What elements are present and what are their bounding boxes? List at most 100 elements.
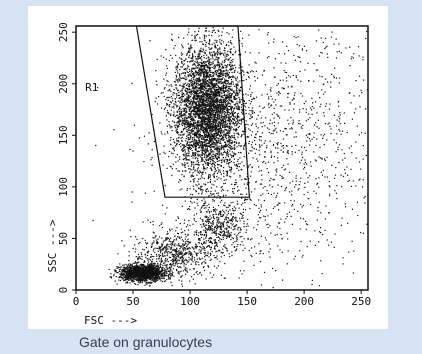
data-point: [175, 130, 177, 132]
data-point: [230, 59, 232, 62]
data-point: [145, 281, 148, 283]
data-point: [187, 162, 189, 165]
data-point: [240, 152, 242, 154]
data-point: [187, 72, 189, 74]
data-point: [187, 105, 189, 107]
data-point: [176, 94, 178, 96]
data-point: [226, 155, 228, 157]
data-point: [160, 274, 162, 276]
data-point: [223, 137, 225, 139]
data-point: [196, 174, 198, 176]
data-point: [217, 169, 219, 171]
data-point: [190, 112, 192, 114]
data-point: [242, 37, 244, 39]
data-point: [166, 67, 168, 69]
data-point: [230, 108, 232, 110]
data-point: [192, 86, 194, 88]
data-point: [202, 136, 204, 138]
data-point: [248, 165, 250, 167]
data-point: [221, 88, 223, 90]
data-point: [199, 129, 201, 131]
data-point: [212, 153, 214, 156]
data-point: [181, 58, 183, 60]
data-point: [189, 97, 191, 99]
data-point: [163, 95, 165, 98]
data-point: [134, 278, 136, 280]
data-point: [175, 68, 177, 71]
data-point: [204, 123, 206, 125]
data-point: [201, 219, 203, 221]
data-point: [227, 116, 229, 118]
data-point: [210, 102, 212, 104]
data-point: [209, 82, 211, 85]
data-point: [228, 162, 230, 164]
data-point: [227, 102, 230, 104]
data-point: [202, 66, 204, 68]
data-point: [204, 72, 206, 74]
data-point: [185, 118, 187, 120]
data-point: [226, 112, 228, 114]
data-point: [189, 48, 191, 50]
data-point: [194, 131, 196, 133]
data-point: [202, 171, 204, 173]
data-point: [217, 61, 219, 63]
data-point: [183, 99, 185, 101]
data-point: [212, 174, 214, 176]
data-point: [214, 66, 216, 68]
data-point: [218, 142, 220, 144]
data-point: [206, 75, 208, 77]
data-point: [224, 161, 226, 163]
data-point: [202, 102, 205, 104]
data-point: [199, 37, 201, 39]
data-point: [199, 96, 201, 98]
data-point: [139, 263, 141, 266]
data-point: [190, 129, 192, 131]
data-point: [184, 94, 186, 96]
data-point: [212, 87, 214, 89]
data-point: [235, 93, 237, 95]
data-point: [204, 44, 207, 46]
data-point: [234, 85, 236, 87]
data-point: [205, 45, 207, 47]
data-point: [247, 124, 249, 126]
data-point: [114, 280, 116, 282]
data-point: [216, 116, 218, 119]
data-point: [181, 134, 183, 136]
data-point: [173, 275, 175, 277]
data-point: [138, 265, 140, 267]
data-point: [195, 78, 197, 80]
data-point: [195, 39, 197, 41]
data-point: [227, 109, 229, 111]
data-point: [192, 98, 195, 100]
data-point: [217, 152, 219, 154]
data-point: [224, 75, 226, 77]
data-point: [215, 78, 217, 80]
data-point: [203, 133, 205, 135]
data-point: [206, 100, 208, 102]
data-point: [174, 125, 176, 127]
data-point: [198, 112, 200, 114]
data-point: [217, 141, 219, 143]
data-point: [193, 124, 195, 126]
data-point: [186, 141, 188, 143]
data-point: [176, 110, 178, 112]
data-point: [218, 79, 220, 81]
data-point: [237, 163, 239, 165]
data-point: [194, 154, 197, 157]
data-point: [205, 109, 207, 111]
data-point: [184, 79, 186, 81]
data-point: [202, 123, 204, 125]
data-point: [186, 71, 188, 73]
data-point: [209, 69, 211, 71]
data-point: [224, 80, 226, 82]
data-point: [223, 125, 225, 127]
data-point: [203, 143, 205, 145]
data-point: [202, 69, 204, 71]
data-point: [147, 266, 149, 268]
data-point: [214, 125, 216, 127]
data-point: [208, 75, 210, 77]
data-point: [225, 98, 227, 100]
data-point: [166, 65, 168, 67]
data-point: [214, 95, 216, 97]
data-point: [196, 94, 198, 96]
